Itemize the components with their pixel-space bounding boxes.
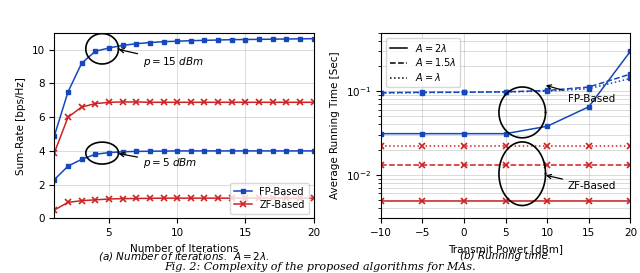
- FP-Based: [51, 134, 58, 137]
- X-axis label: Transmit Power [dBm]: Transmit Power [dBm]: [448, 244, 563, 254]
- Text: FP-Based: FP-Based: [547, 85, 615, 103]
- ZF-Based: [200, 101, 208, 104]
- FP-Based: [146, 41, 154, 44]
- ZF-Based: [310, 101, 317, 104]
- ZF-Based: [132, 100, 140, 103]
- ZF-Based: [64, 115, 72, 119]
- ZF-Based: [160, 101, 168, 104]
- ZF-Based: [269, 101, 276, 104]
- FP-Based: [64, 90, 72, 93]
- ZF-Based: [173, 101, 181, 104]
- Text: $p = 5$ dBm: $p = 5$ dBm: [120, 153, 197, 170]
- ZF-Based: [255, 101, 263, 104]
- FP-Based: [78, 61, 86, 65]
- ZF-Based: [187, 101, 195, 104]
- ZF-Based: [105, 101, 113, 104]
- FP-Based: [119, 44, 127, 47]
- Title: (a) Number of iterations.  $A = 2\lambda$.: (a) Number of iterations. $A = 2\lambda$…: [98, 250, 270, 263]
- ZF-Based: [92, 102, 99, 105]
- Text: $p = 15$ dBm: $p = 15$ dBm: [120, 49, 204, 69]
- Title: (b) Running time.: (b) Running time.: [460, 251, 551, 261]
- FP-Based: [160, 40, 168, 43]
- Text: Fig. 2: Complexity of the proposed algorithms for MAs.: Fig. 2: Complexity of the proposed algor…: [164, 262, 476, 272]
- FP-Based: [105, 46, 113, 50]
- FP-Based: [296, 37, 304, 40]
- ZF-Based: [146, 101, 154, 104]
- FP-Based: [269, 37, 276, 41]
- Y-axis label: Average Running Time [Sec]: Average Running Time [Sec]: [330, 52, 340, 199]
- FP-Based: [255, 38, 263, 41]
- ZF-Based: [296, 101, 304, 104]
- ZF-Based: [119, 100, 127, 103]
- ZF-Based: [228, 101, 236, 104]
- Line: FP-Based: FP-Based: [52, 36, 316, 138]
- FP-Based: [200, 39, 208, 42]
- Legend: $A = 2\lambda$, $A = 1.5\lambda$, $A = \lambda$: $A = 2\lambda$, $A = 1.5\lambda$, $A = \…: [386, 38, 460, 87]
- FP-Based: [187, 39, 195, 42]
- ZF-Based: [78, 105, 86, 109]
- ZF-Based: [282, 101, 290, 104]
- FP-Based: [92, 50, 99, 53]
- FP-Based: [132, 42, 140, 45]
- FP-Based: [282, 37, 290, 41]
- ZF-Based: [241, 101, 249, 104]
- Y-axis label: Sum-Rate [bps/Hz]: Sum-Rate [bps/Hz]: [16, 77, 26, 174]
- Legend: FP-Based, ZF-Based: FP-Based, ZF-Based: [230, 183, 308, 213]
- X-axis label: Number of Iterations: Number of Iterations: [130, 244, 238, 254]
- Text: ZF-Based: ZF-Based: [547, 174, 616, 191]
- FP-Based: [241, 38, 249, 41]
- FP-Based: [214, 38, 222, 42]
- ZF-Based: [214, 101, 222, 104]
- ZF-Based: [51, 151, 58, 154]
- FP-Based: [310, 37, 317, 40]
- Line: ZF-Based: ZF-Based: [51, 99, 317, 156]
- FP-Based: [228, 38, 236, 41]
- FP-Based: [173, 40, 181, 43]
